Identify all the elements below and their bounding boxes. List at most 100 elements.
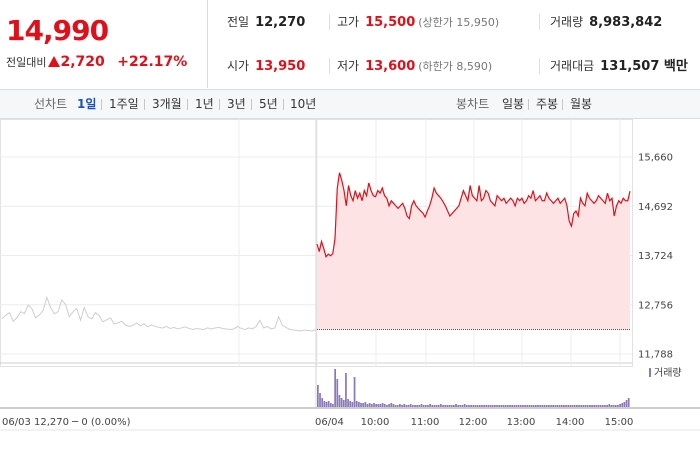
volume-bar (319, 393, 321, 407)
turnover-value: 131,507 백만 (600, 59, 688, 74)
volume-bar (452, 405, 455, 407)
y-tick-label: 15,660 (638, 153, 673, 164)
prev-day-caption: 06/03 12,270 ─ 0 (0.00%) (2, 417, 131, 428)
x-tick-label: 11:00 (411, 417, 440, 428)
volume-bar (340, 398, 343, 407)
chart-tab-bar: 선차트 1일 1주일 3개월 1년 3년 5년 10년 봉차트 일봉 주봉 월봉 (0, 89, 700, 119)
volume-bar (347, 399, 349, 407)
volume-bar (476, 405, 479, 407)
volume-bar (483, 405, 485, 407)
open-label: 시가 (227, 59, 250, 73)
x-tick-label: 13:00 (507, 417, 536, 428)
volume-bar (433, 405, 436, 407)
y-tick-label: 12,756 (638, 300, 673, 311)
volume-bar (509, 405, 511, 407)
volume-bar (610, 405, 613, 407)
tab-period-1w[interactable]: 1주일 (109, 97, 139, 111)
today-price-line (316, 172, 631, 258)
volume-legend-label: 거래량 (654, 367, 682, 379)
volume-bar (608, 404, 611, 407)
tab-period-1y[interactable]: 1년 (195, 97, 214, 111)
tab-candle-daily[interactable]: 일봉 (502, 97, 525, 111)
volume-bar (513, 405, 516, 407)
volume-bar (554, 405, 557, 407)
volume-bar (317, 385, 319, 407)
volume-bar (578, 405, 580, 407)
volume-bar (342, 400, 345, 407)
volume-bar (491, 405, 494, 407)
volume-bar (485, 405, 488, 407)
volume-bar (461, 405, 464, 407)
volume-bar (584, 405, 587, 407)
volume-bar (444, 405, 447, 407)
volume-bar (325, 402, 328, 407)
volume-bar (351, 402, 354, 407)
volume-bar (550, 405, 552, 407)
volume-bar (383, 404, 386, 407)
volume-bar (405, 405, 408, 407)
volume-bar (349, 401, 352, 407)
stat-prev-close: 전일 12,270 (227, 0, 305, 44)
volume-bar (375, 404, 378, 407)
volume-bar (524, 405, 526, 407)
volume-bar (511, 405, 514, 407)
tab-period-1d[interactable]: 1일 (77, 97, 97, 111)
y-tick-label: 14,692 (638, 202, 673, 213)
volume-bar (560, 405, 563, 407)
volume-bar (450, 405, 453, 407)
stat-turnover: 거래대금 131,507 백만 (550, 44, 688, 88)
volume-bar (489, 405, 492, 407)
volume-bar (599, 405, 602, 407)
turnover-label: 거래대금 (550, 59, 595, 73)
volume-bar (535, 405, 537, 407)
volume-bar (547, 405, 550, 407)
volume-bar (416, 405, 419, 407)
volume-bar (465, 405, 468, 407)
volume-bar (407, 405, 410, 407)
tab-candle-monthly[interactable]: 월봉 (570, 97, 593, 111)
volume-bar (502, 405, 505, 407)
volume-bar (427, 405, 429, 407)
volume-bar (457, 405, 460, 407)
volume-bar (468, 405, 470, 407)
tab-period-3y[interactable]: 3년 (227, 97, 246, 111)
stat-high: 고가 15,500 (상한가 15,950) (337, 0, 499, 44)
volume-bar (332, 404, 334, 407)
volume-bar (612, 405, 615, 407)
change-row: 전일대비 2,720 +22.17% (6, 54, 187, 70)
volume-bar (517, 405, 520, 407)
volume-label: 거래량 (550, 15, 584, 29)
volume-bar (597, 405, 600, 407)
volume-bar (448, 405, 451, 407)
divider (187, 99, 188, 110)
tab-candle-weekly[interactable]: 주봉 (536, 97, 559, 111)
x-tick-label: 10:00 (361, 417, 390, 428)
prev-close-value: 12,270 (255, 15, 306, 30)
quote-stats: 전일 12,270 고가 15,500 (상한가 15,950) 거래량 8,983,8… (209, 0, 700, 88)
tab-candle-chart[interactable]: 봉차트 (456, 97, 490, 111)
volume-bar (619, 404, 621, 407)
tab-period-10y[interactable]: 10년 (290, 97, 317, 111)
volume-bar (569, 405, 572, 407)
volume-bar (496, 405, 498, 407)
x-tick-label: 15:00 (605, 417, 634, 428)
volume-bar (563, 405, 565, 407)
tab-period-5y[interactable]: 5년 (259, 97, 278, 111)
volume-bar (435, 405, 438, 407)
prev-close-label: 전일 (227, 15, 250, 29)
volume-bar (528, 405, 531, 407)
volume-bar (617, 405, 619, 407)
volume-bar (576, 405, 578, 407)
volume-bar (478, 405, 481, 407)
volume-bar (515, 405, 518, 407)
volume-bar (424, 405, 427, 407)
volume-bar (338, 395, 341, 407)
tab-line-chart[interactable]: 선차트 (34, 97, 68, 111)
volume-bar (399, 404, 401, 407)
volume-bar (370, 404, 373, 407)
tab-period-3m[interactable]: 3개월 (152, 97, 182, 111)
volume-bar (345, 373, 347, 407)
current-price: 14,990 (6, 14, 109, 47)
volume-bar (321, 398, 324, 407)
